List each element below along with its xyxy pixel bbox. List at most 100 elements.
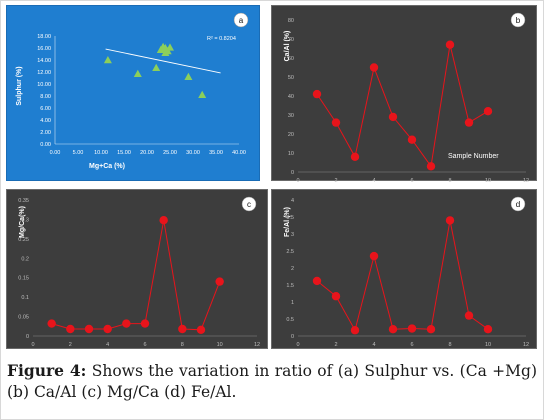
y-tick-label: 8.00 [40, 94, 51, 100]
scatter-point [166, 43, 174, 51]
x-tick-label: 12 [254, 342, 260, 348]
data-point [407, 135, 417, 144]
data-point [350, 152, 360, 161]
x-tick-label: 10 [217, 342, 223, 348]
x-tick-label: 15.00 [117, 150, 131, 156]
chart-panel-c: 0 2 4 6 8 10 12 0 0.05 0.1 0.15 0.2 0.25 0.3 0.35 Mg/Ca… [6, 189, 268, 349]
chart-panel-b: 0 2 4 6 8 10 12 0 10 20 30 40 50 60 70 80 Ca/Al (%) Sampl… [271, 5, 537, 182]
data-point [331, 292, 341, 301]
y-tick-label: 0 [291, 334, 294, 340]
y-tick-label: 0.35 [18, 198, 29, 204]
x-tick-label: 4 [372, 178, 375, 182]
y-tick-label: 10.00 [37, 82, 51, 88]
x-tick-label: 2 [334, 178, 337, 182]
data-point [66, 324, 75, 334]
y-tick-label: 2.5 [286, 249, 294, 255]
r-squared-label: R² = 0.8204 [207, 36, 236, 42]
figure-caption: Figure 4: Shows the variation in ratio o… [7, 360, 537, 403]
x-tick-label: 6 [410, 178, 413, 182]
data-point [159, 216, 168, 225]
x-tick-label: 12 [523, 178, 529, 182]
x-tick-label: 8 [448, 178, 451, 182]
data-point [388, 325, 398, 334]
x-tick-label: 2 [334, 342, 337, 348]
chart-panel-d: 0 2 4 6 8 10 12 0 0.5 1 1.5 2 2.5 3 3.5 4 Fe/Al (%) d [271, 189, 537, 349]
scatter-point [184, 72, 193, 80]
y-tick-label: 0.2 [21, 256, 29, 262]
x-tick-label: 6 [143, 342, 146, 348]
data-point [369, 63, 379, 72]
y-tick-label: 60 [288, 56, 294, 62]
series-line [316, 220, 489, 332]
data-point [483, 325, 493, 334]
x-tick-label: 12 [523, 342, 529, 348]
data-point [426, 162, 436, 171]
scatter-point [198, 90, 207, 98]
x-tick-label: 0.00 [50, 150, 61, 156]
caption-text: Shows the variation in ratio of (a) Sulp… [7, 362, 537, 401]
y-tick-label: 0.3 [21, 217, 29, 223]
series-line [316, 44, 489, 168]
y-tick-label: 4 [291, 198, 294, 204]
panel-badge-label: b [516, 16, 521, 25]
y-tick-label: 3.5 [286, 215, 294, 221]
x-tick-label: 40.00 [232, 150, 246, 156]
y-axis-title: Fe/Al (%) [284, 207, 291, 237]
panel-badge [233, 12, 249, 28]
y-tick-label: 0.00 [40, 142, 51, 148]
data-point [312, 276, 322, 286]
x-tick-label: 6 [410, 342, 413, 348]
x-tick-label: 5.00 [73, 150, 84, 156]
scatter-point [133, 69, 142, 77]
y-axis-title: Sulphur (%) [16, 66, 23, 105]
data-point [103, 324, 112, 334]
y-tick-label: 6.00 [40, 106, 51, 112]
x-tick-label: 8 [181, 342, 184, 348]
panel-badge [510, 12, 526, 28]
chart-b-svg: 0 2 4 6 8 10 12 0 10 20 30 40 50 60 70 80 Ca/Al (%) Sampl… [284, 12, 529, 182]
x-axis-title: Mg+Ca (%) [89, 163, 125, 170]
y-tick-label: 20 [288, 132, 294, 138]
y-tick-label: 1.5 [286, 283, 294, 289]
y-tick-label: 18.00 [37, 34, 51, 40]
data-point [445, 40, 455, 49]
y-axis-title: Mg/Ca(%) [19, 206, 26, 238]
y-tick-label: 0.25 [18, 237, 29, 243]
data-point [140, 319, 150, 328]
panel-badge [510, 196, 526, 212]
x-tick-label: 8 [448, 342, 451, 348]
y-tick-label: 14.00 [37, 58, 51, 64]
x-tick-label: 25.00 [163, 150, 177, 156]
scatter-point [161, 48, 170, 56]
scatter-point [152, 63, 161, 71]
y-tick-label: 4.00 [40, 118, 51, 124]
panel-badge-label: c [247, 200, 251, 209]
x-tick-label: 20.00 [140, 150, 154, 156]
y-tick-label: 70 [288, 37, 294, 43]
y-tick-label: 0 [291, 170, 294, 176]
data-point [483, 107, 493, 116]
x-tick-label: 4 [372, 342, 375, 348]
data-point [407, 324, 417, 333]
data-point [122, 319, 131, 328]
x-tick-label: 10 [485, 178, 491, 182]
x-tick-label: 10 [485, 342, 491, 348]
data-point [464, 118, 474, 127]
caption-label: Figure 4: [7, 361, 87, 380]
data-point [196, 325, 206, 334]
data-point [464, 311, 474, 320]
y-tick-label: 16.00 [37, 46, 51, 52]
data-point [445, 216, 455, 225]
y-tick-label: 3 [291, 232, 294, 238]
y-tick-label: 1 [291, 300, 294, 306]
x-tick-label: 35.00 [209, 150, 223, 156]
scatter-point [103, 56, 112, 64]
x-tick-label: 2 [69, 342, 72, 348]
y-tick-label: 40 [288, 94, 294, 100]
x-tick-label: 0 [296, 342, 299, 348]
panel-badge-label: d [516, 200, 520, 209]
y-tick-label: 0.5 [286, 317, 294, 323]
data-point [426, 325, 436, 334]
